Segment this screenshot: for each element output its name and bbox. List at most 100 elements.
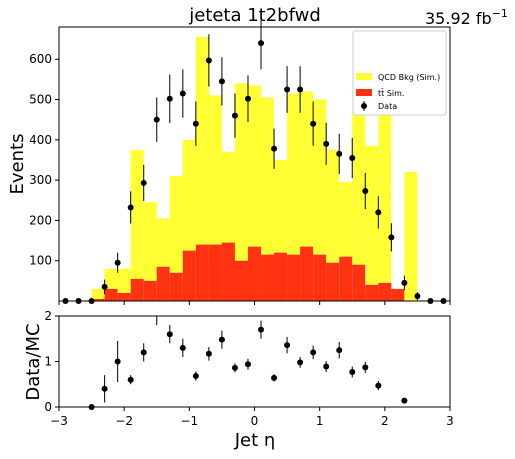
ttbar-bar — [352, 264, 366, 301]
ratio-panel: −3 −2 −1 0 1 2 3 0 1 2 Data/MC Jet η — [23, 309, 454, 451]
legend-label-ttbar: tt̄ Sim. — [378, 88, 404, 98]
data-point — [297, 86, 304, 93]
ratio-point — [310, 349, 317, 356]
y-tick-label: 0 — [44, 400, 52, 414]
ttbar-bar — [274, 252, 288, 301]
data-point — [310, 120, 317, 127]
ratio-point — [205, 350, 212, 357]
ratio-point — [401, 397, 408, 404]
data-point — [388, 234, 395, 241]
ttbar-bar — [182, 250, 196, 301]
data-point — [271, 145, 278, 152]
ttbar-bar — [130, 278, 144, 301]
ratio-point — [127, 376, 134, 383]
x-tick-label: 3 — [446, 414, 454, 428]
ttbar-bar — [169, 272, 183, 301]
ratio-point — [297, 359, 304, 366]
ratio-point — [258, 326, 265, 333]
x-tick-label: −3 — [50, 414, 68, 428]
qcd-bar — [339, 182, 353, 257]
qcd-bar — [365, 145, 379, 285]
ratio-point — [375, 382, 382, 389]
main-panel: 100 200 300 400 500 600 Events QCD Bkg (Sim.)… — [7, 16, 451, 305]
x-tick-label: −1 — [180, 414, 198, 428]
ttbar-bar — [378, 282, 392, 301]
qcd-bar — [182, 139, 196, 251]
ttbar-bar — [247, 246, 262, 301]
ttbar-bar — [156, 266, 170, 301]
qcd-bar — [326, 149, 340, 263]
qcd-bar — [130, 149, 144, 279]
ratio-x-ticks: −3 −2 −1 0 1 2 3 — [50, 407, 454, 428]
data-point — [153, 116, 160, 123]
qcd-bar — [352, 111, 366, 265]
x-tick-label: −2 — [115, 414, 133, 428]
data-point — [401, 279, 408, 286]
data-point — [414, 293, 421, 300]
ttbar-bar — [326, 262, 340, 301]
ratio-point — [362, 364, 369, 371]
ratio-plot-frame — [58, 315, 451, 408]
luminosity-exponent: −1 — [492, 7, 508, 20]
data-point — [127, 204, 134, 211]
y-tick-label: 300 — [29, 173, 52, 187]
ratio-y-axis-label: Data/MC — [23, 323, 44, 400]
legend-data-marker — [361, 103, 367, 109]
x-tick-label: 0 — [251, 414, 259, 428]
legend: QCD Bkg (Sim.) tt̄ Sim. Data — [352, 30, 447, 116]
qcd-bar — [300, 91, 314, 247]
data-point — [231, 112, 238, 119]
qcd-bar — [143, 202, 157, 281]
data-point — [179, 90, 186, 97]
qcd-bar — [91, 288, 105, 299]
ratio-point — [231, 364, 238, 371]
qcd-bar — [156, 218, 170, 267]
data-point — [205, 57, 212, 64]
ratio-point — [140, 349, 147, 356]
ratio-point — [244, 361, 251, 368]
ratio-y-ticks: 0 1 2 — [44, 309, 59, 414]
y-tick-label: 600 — [29, 52, 52, 66]
data-point — [101, 283, 108, 290]
legend-swatch-ttbar — [356, 89, 372, 96]
legend-box — [352, 30, 447, 116]
main-y-axis-label: Events — [7, 134, 28, 195]
ttbar-bar — [391, 288, 405, 301]
ttbar-bar — [143, 280, 157, 301]
data-point — [362, 187, 369, 194]
ttbar-bar — [104, 288, 118, 301]
ttbar-bar — [300, 246, 314, 301]
ttbar-bar — [287, 254, 301, 301]
qcd-bar — [234, 83, 248, 261]
ratio-point — [323, 363, 330, 370]
data-point — [336, 150, 343, 157]
y-tick-label: 500 — [29, 93, 52, 107]
ttbar-bar — [221, 242, 235, 301]
ttbar-bar — [91, 298, 105, 301]
y-tick-label: 200 — [29, 213, 52, 227]
qcd-bar — [104, 268, 118, 289]
main-x-ticks — [58, 301, 451, 305]
ratio-data-points — [88, 316, 408, 410]
qcd-bar — [274, 159, 288, 253]
qcd-bar — [169, 176, 183, 273]
y-tick-label: 100 — [29, 254, 52, 268]
qcd-bar — [221, 151, 235, 243]
legend-swatch-qcd — [356, 73, 372, 80]
main-y-ticks: 100 200 300 400 500 600 — [29, 52, 59, 268]
qcd-bar — [287, 93, 301, 255]
qcd-bar — [117, 268, 131, 293]
data-point — [258, 40, 265, 47]
ttbar-bar — [261, 254, 275, 301]
ratio-point — [218, 336, 225, 343]
data-point — [375, 209, 382, 216]
data-point — [349, 154, 356, 161]
y-tick-label: 1 — [44, 355, 52, 369]
ratio-point — [114, 358, 121, 365]
ttbar-bar — [208, 244, 222, 301]
luminosity-label: 35.92 fb−1 — [425, 7, 508, 28]
data-point — [323, 140, 330, 147]
ratio-point — [284, 342, 291, 349]
ratio-point — [271, 374, 278, 381]
